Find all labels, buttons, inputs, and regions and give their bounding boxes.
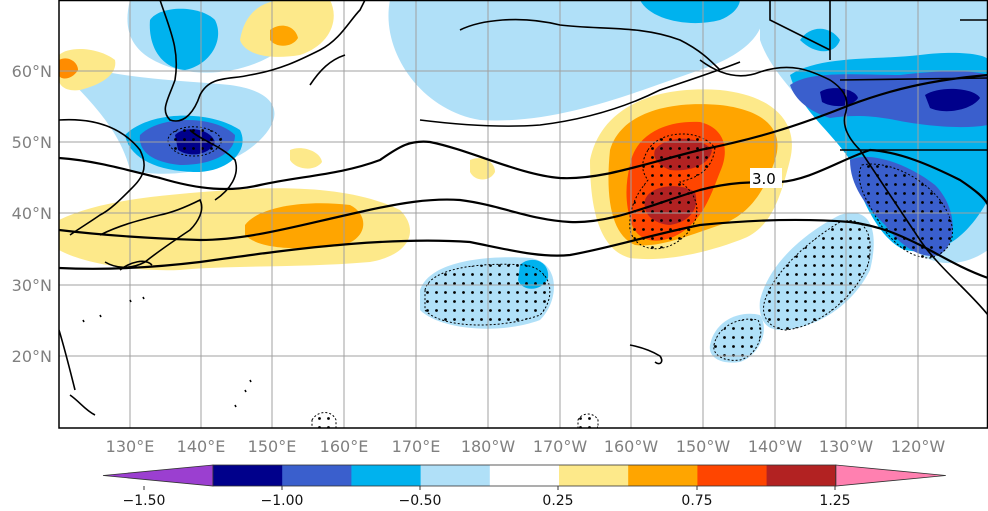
colorbar-extend-min xyxy=(102,464,214,487)
colorbar-tick-label: 0.25 xyxy=(542,493,573,509)
lon-label: 130°E xyxy=(106,437,155,456)
lat-label: 30°N xyxy=(12,276,52,295)
lon-label: 150°E xyxy=(248,437,297,456)
colorbar-segment xyxy=(282,465,352,486)
colorbar-segment xyxy=(766,465,837,486)
lon-label: 140°W xyxy=(748,437,803,456)
lat-label: 50°N xyxy=(12,133,52,152)
colorbar-tick-labels: −1.50 −1.00 −0.50 0.25 0.75 1.25 xyxy=(123,493,851,509)
lon-label: 140°E xyxy=(177,437,226,456)
lat-label: 60°N xyxy=(12,62,52,81)
lon-label: 160°E xyxy=(320,437,369,456)
colorbar-segment xyxy=(628,465,698,486)
colorbar-segment xyxy=(559,465,629,486)
lat-label: 20°N xyxy=(12,347,52,366)
gridlines xyxy=(59,0,988,428)
colorbar-segment xyxy=(489,465,560,486)
colorbar-segment xyxy=(351,465,422,486)
colorbar-tick-label: 1.25 xyxy=(819,493,850,509)
lon-label: 170°E xyxy=(392,437,441,456)
map-panel: 3.0 xyxy=(59,0,988,428)
colorbar-outline xyxy=(212,464,837,487)
coastlines xyxy=(59,0,988,416)
colorbar-segment xyxy=(420,465,491,486)
longitude-labels: 130°E 140°E 150°E 160°E 170°E 180°W 170°… xyxy=(106,437,946,456)
colorbar-tick-label: −1.00 xyxy=(261,493,304,509)
lon-label: 170°W xyxy=(533,437,588,456)
colorbar-extend-max xyxy=(835,464,946,487)
colorbar-tick-label: −1.50 xyxy=(123,493,166,509)
lon-label: 180°W xyxy=(461,437,516,456)
lon-label: 160°W xyxy=(604,437,659,456)
lat-label: 40°N xyxy=(12,204,52,223)
colorbar xyxy=(102,464,946,490)
contour-label: 3.0 xyxy=(752,170,776,188)
colorbar-tick-label: 0.75 xyxy=(681,493,712,509)
lon-label: 120°W xyxy=(891,437,946,456)
latitude-labels: 60°N 50°N 40°N 30°N 20°N xyxy=(12,62,52,366)
lon-label: 130°W xyxy=(819,437,874,456)
significance-stippling xyxy=(167,126,953,428)
colorbar-segment xyxy=(697,465,768,486)
lon-label: 150°W xyxy=(676,437,731,456)
colorbar-segment xyxy=(213,465,283,486)
mean-contours xyxy=(59,73,988,280)
colorbar-tick-label: −0.50 xyxy=(399,493,442,509)
